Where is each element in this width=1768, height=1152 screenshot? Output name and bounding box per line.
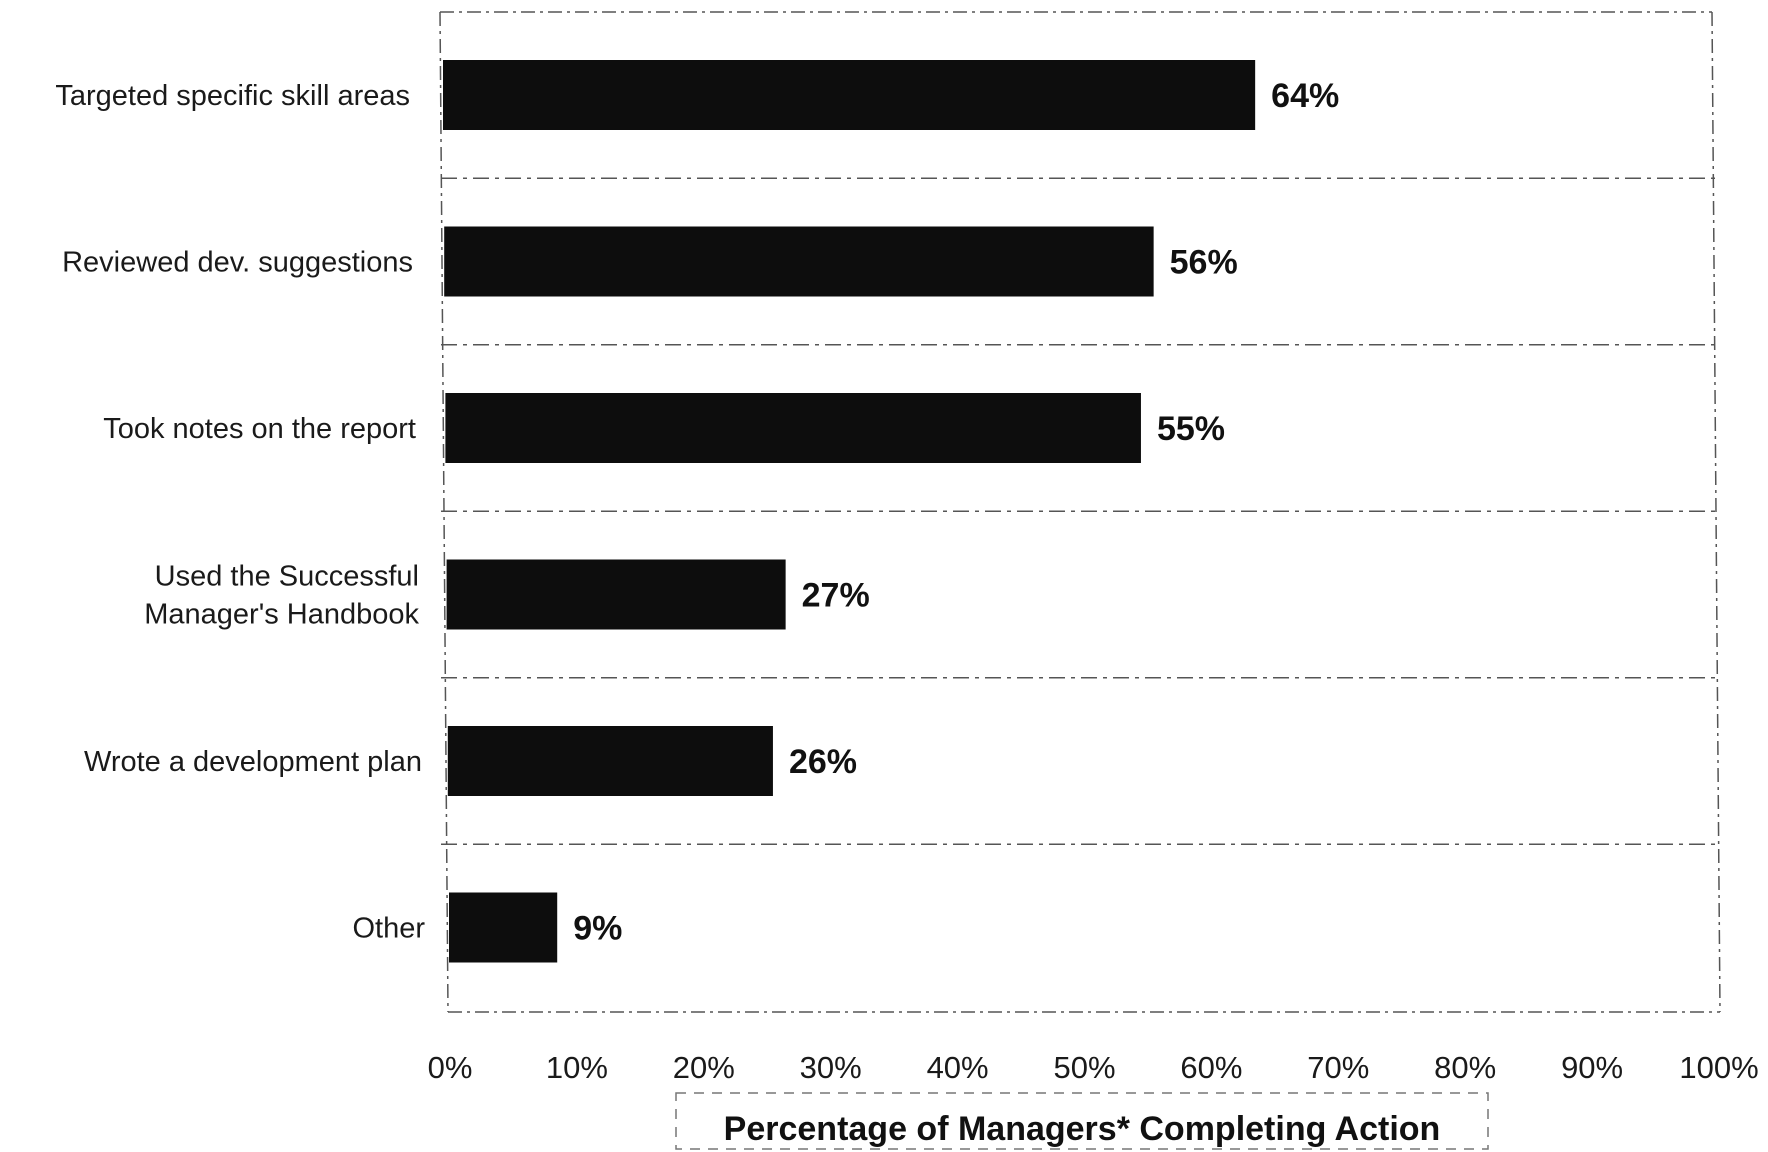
category-label-2: Took notes on the report (103, 413, 416, 445)
bar-5 (449, 892, 558, 963)
x-axis-ticks: 0% 10% 20% 30% 40% 50% 60% 70% 80% 90% 100% (428, 1050, 1759, 1085)
plot-frame (439, 11, 1721, 1013)
bar-0 (443, 60, 1256, 130)
category-label-4: Wrote a development plan (84, 746, 422, 778)
x-tick-label-9: 90% (1561, 1050, 1623, 1085)
value-label-1: 56% (1170, 244, 1238, 282)
x-tick-label-10: 100% (1679, 1050, 1758, 1085)
x-tick-label-4: 40% (927, 1050, 989, 1085)
x-tick-label-5: 50% (1053, 1050, 1115, 1085)
bars (443, 60, 1256, 963)
x-tick-label-3: 30% (800, 1050, 862, 1085)
x-axis-title: Percentage of Managers* Completing Actio… (724, 1110, 1441, 1148)
value-label-5: 9% (573, 910, 622, 948)
category-label-3-line-1: Manager's Handbook (144, 599, 419, 631)
category-label-1-line-0: Reviewed dev. suggestions (62, 247, 413, 279)
category-label-5-line-0: Other (352, 913, 425, 945)
category-label-4-line-0: Wrote a development plan (84, 746, 422, 778)
x-axis-title-box (675, 1092, 1489, 1150)
category-label-2-line-0: Took notes on the report (103, 413, 416, 445)
bar-2 (445, 393, 1141, 463)
x-tick-label-6: 60% (1180, 1050, 1242, 1085)
x-tick-label-0: 0% (428, 1050, 473, 1085)
bar-3 (446, 559, 786, 630)
value-label-4: 26% (789, 743, 857, 781)
value-label-3: 27% (802, 577, 870, 615)
category-label-1: Reviewed dev. suggestions (62, 247, 413, 279)
x-axis-title-group: Percentage of Managers* Completing Actio… (675, 1092, 1489, 1150)
bar-1 (444, 226, 1154, 297)
category-label-0: Targeted specific skill areas (55, 80, 410, 112)
category-label-0-line-0: Targeted specific skill areas (55, 80, 410, 112)
x-tick-label-2: 20% (673, 1050, 735, 1085)
value-label-0: 64% (1271, 77, 1339, 115)
bar-4 (447, 726, 773, 796)
x-tick-label-8: 80% (1434, 1050, 1496, 1085)
x-tick-label-7: 70% (1307, 1050, 1369, 1085)
gridlines (441, 177, 1716, 845)
category-labels: Targeted specific skill areas Reviewed de… (55, 80, 425, 945)
value-label-2: 55% (1157, 410, 1225, 448)
value-labels: 64% 56% 55% 27% 26% 9% (573, 77, 1339, 948)
category-label-3-line-0: Used the Successful (155, 561, 419, 593)
category-label-3: Used the Successful Manager's Handbook (144, 561, 419, 631)
category-label-5: Other (352, 913, 425, 945)
x-tick-label-1: 10% (546, 1050, 608, 1085)
